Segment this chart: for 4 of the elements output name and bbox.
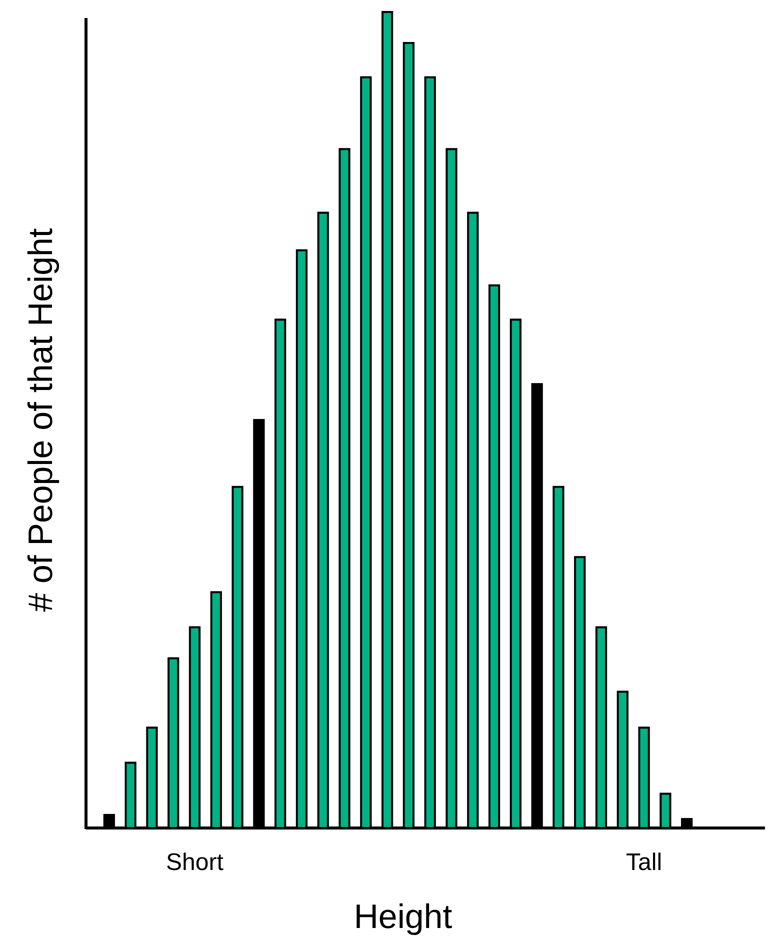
x-tick-label: Tall: [626, 849, 662, 876]
x-tick-label: Short: [166, 849, 224, 876]
y-axis-title: # of People of that Height: [22, 228, 60, 612]
x-axis-title: Height: [354, 898, 453, 936]
